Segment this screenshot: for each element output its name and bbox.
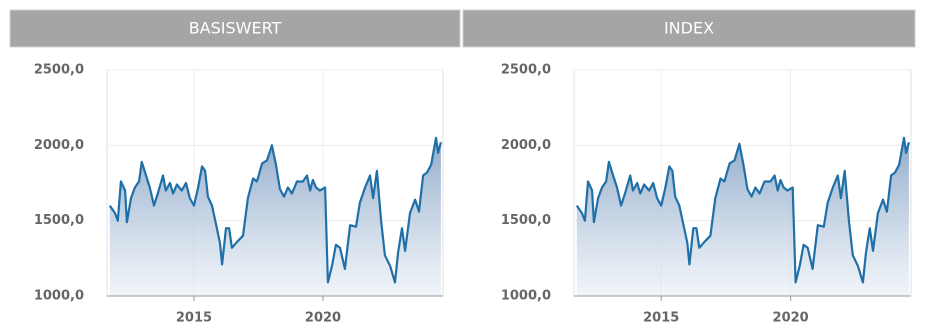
y-tick-label: 2500,0 bbox=[34, 63, 84, 78]
y-tick-label: 2000,0 bbox=[501, 138, 551, 153]
area bbox=[109, 137, 441, 296]
y-tick-label: 1500,0 bbox=[34, 213, 84, 228]
tab-header bbox=[9, 9, 461, 48]
x-tick-label: 2020 bbox=[773, 311, 809, 326]
y-tick-label: 2000,0 bbox=[34, 138, 84, 153]
x-tick-label: 2015 bbox=[643, 311, 679, 326]
line bbox=[575, 136, 910, 284]
y-tick-label: 1000,0 bbox=[501, 289, 551, 304]
x-tick-label: 2015 bbox=[176, 311, 212, 326]
tab-title: BASISWERT bbox=[189, 19, 282, 38]
tab-title: INDEX bbox=[664, 19, 714, 38]
y-tick-label: 2500,0 bbox=[501, 63, 551, 78]
line bbox=[108, 136, 442, 284]
tab-header bbox=[462, 9, 916, 48]
y-tick-label: 1500,0 bbox=[501, 213, 551, 228]
y-tick-label: 1000,0 bbox=[34, 289, 84, 304]
area bbox=[576, 137, 909, 296]
x-tick-label: 2020 bbox=[305, 311, 341, 326]
